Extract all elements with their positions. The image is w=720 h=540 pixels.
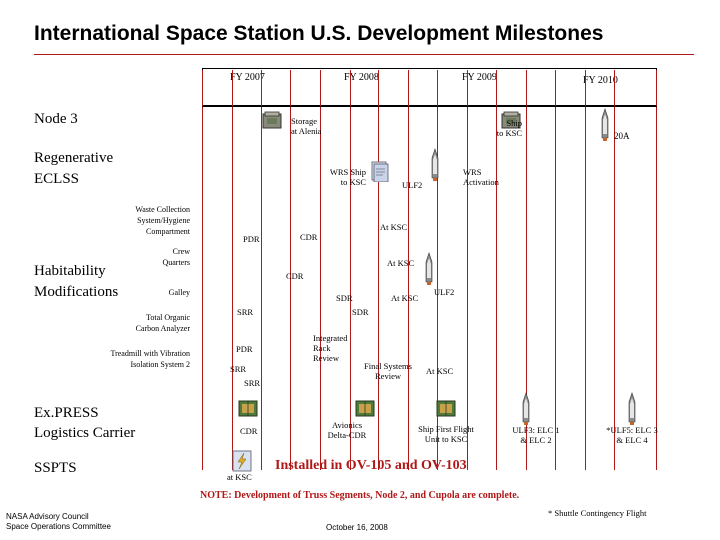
shuttle-icon — [628, 392, 636, 425]
carrier-crate-icon — [436, 400, 456, 417]
fy-2009-label: FY 2009 — [462, 72, 497, 83]
milestone-tread-at-ksc: At KSC — [426, 366, 454, 376]
organization-label: NASA Advisory Council Space Operations Co… — [6, 512, 111, 531]
milestone-express-cdr: CDR — [240, 426, 258, 436]
grid-line — [656, 70, 657, 470]
milestone-galley-sdr: SDR — [336, 293, 353, 303]
fy-2007-label: FY 2007 — [230, 72, 265, 83]
row-label-node3: Node 3 — [34, 111, 78, 127]
grid-line — [526, 70, 527, 470]
title-divider — [34, 54, 694, 55]
milestone-toca-sdr: SDR — [352, 307, 369, 317]
ship-crate-icon — [501, 111, 521, 129]
milestone-ulf3: ULF3: ELC 1 & ELC 2 — [512, 425, 560, 445]
grid-line — [437, 70, 438, 470]
milestone-tread-srr-2: SRR — [244, 378, 261, 388]
date-label: October 16, 2008 — [326, 523, 388, 532]
grid-line — [585, 70, 586, 470]
header-baseline — [202, 106, 657, 107]
grid-line — [555, 70, 556, 470]
milestone-20a: 20A — [614, 131, 630, 141]
milestone-waste-cdr: CDR — [300, 232, 318, 242]
grid-line — [467, 70, 468, 470]
grid-line — [290, 70, 291, 470]
installed-banner: Installed in OV-105 and OV-103 — [275, 458, 467, 473]
grid-line — [232, 70, 233, 470]
row-label-eclss-line2: ECLSS — [34, 171, 80, 187]
shuttle-icon — [431, 148, 439, 181]
sub-label-waste-collection: Waste Collection System/Hygiene Compartmen… — [135, 205, 190, 236]
milestone-ship-to-ksc-node3: Ship to KSC — [496, 118, 522, 138]
milestone-ulf5: *ULF5: ELC 3 & ELC 4 — [606, 425, 658, 445]
row-label-habitability-line1: Habitability — [34, 263, 106, 279]
grid-line — [408, 70, 409, 470]
row-label-sspts: SSPTS — [34, 460, 77, 476]
row-label-express-line1: Ex.PRESS — [34, 405, 99, 421]
milestone-storage: Storage at Alenia — [291, 116, 322, 136]
milestone-crew-at-ksc: At KSC — [387, 258, 415, 268]
milestone-sspts-at-ksc: at KSC — [227, 472, 252, 482]
milestone-tread-srr-1: SRR — [230, 364, 247, 374]
milestone-ulf2-eclss: ULF2 — [402, 180, 423, 190]
milestone-galley-at-ksc: At KSC — [391, 293, 419, 303]
sub-label-crew-quarters: Crew Quarters — [162, 247, 190, 267]
grid-line — [261, 70, 262, 470]
milestone-galley-ulf2: ULF2 — [434, 287, 455, 297]
milestone-integrated-rack-review: Integrated Rack Review — [313, 333, 348, 363]
shuttle-icon — [601, 108, 609, 141]
grid-line — [496, 70, 497, 470]
page-title: International Space Station U.S. Develop… — [34, 22, 604, 45]
fy-2008-label: FY 2008 — [344, 72, 379, 83]
milestone-avionics-delta-cdr: Avionics Delta-CDR — [327, 420, 367, 440]
milestone-crew-cdr: CDR — [286, 271, 304, 281]
fiscal-year-header — [202, 68, 657, 106]
milestone-toca-srr: SRR — [237, 307, 254, 317]
shuttle-icon — [522, 392, 530, 425]
sub-label-galley: Galley — [168, 288, 190, 297]
shuttle-icon — [425, 252, 433, 285]
sub-label-toca: Total Organic Carbon Analyzer — [135, 313, 190, 333]
milestone-tread-pdr: PDR — [236, 344, 253, 354]
carrier-crate-icon — [355, 400, 375, 417]
carrier-crate-icon — [238, 400, 258, 417]
grid-line — [350, 70, 351, 470]
fy-2010-label: FY 2010 — [583, 75, 618, 86]
milestone-waste-pdr: PDR — [243, 234, 260, 244]
milestone-waste-at-ksc: At KSC — [380, 222, 408, 232]
note-text: NOTE: Development of Truss Segments, Nod… — [200, 490, 520, 501]
row-label-express-line2: Logistics Carrier — [34, 425, 136, 441]
grid-line — [320, 70, 321, 470]
row-label-eclss-line1: Regenerative — [34, 150, 114, 166]
milestone-ship-first-flight: Ship First Flight Unit to KSC — [418, 424, 474, 444]
grid-line — [202, 70, 203, 470]
milestone-final-systems-review: Final Systems Review — [364, 361, 412, 381]
lightning-icon — [232, 450, 252, 472]
milestone-wrs-activation: WRS Activation — [463, 167, 499, 187]
milestone-wrs-ship: WRS Ship to KSC — [329, 167, 366, 187]
footnote-text: * Shuttle Contingency Flight — [548, 508, 647, 518]
grid-line — [378, 70, 379, 470]
sub-label-treadmill: Treadmill with Vibration Isolation System… — [110, 349, 190, 369]
document-icon — [371, 161, 389, 182]
row-label-habitability-line2: Modifications — [34, 284, 119, 300]
grid-line — [614, 70, 615, 470]
storage-crate-icon — [262, 111, 282, 129]
